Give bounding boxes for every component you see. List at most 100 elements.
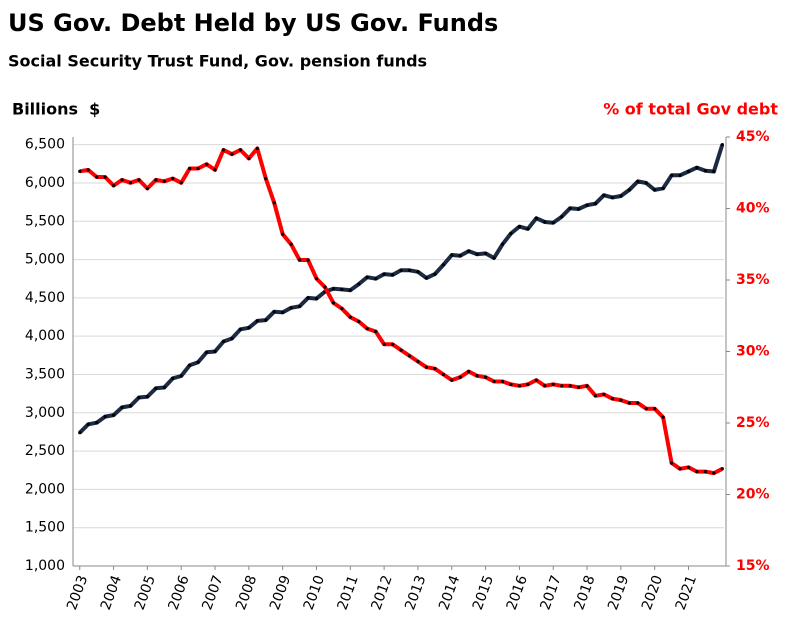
- x-tick-label: 2016: [504, 573, 531, 612]
- point: [120, 405, 124, 410]
- x-tick-label: 2003: [64, 573, 91, 612]
- point: [247, 156, 251, 161]
- point: [314, 297, 319, 301]
- point: [374, 329, 378, 334]
- y-tick-label: 2,500: [25, 443, 65, 459]
- point: [551, 221, 555, 225]
- point: [171, 376, 175, 380]
- point: [678, 467, 682, 471]
- point: [111, 184, 116, 188]
- y2-tick-label: 35%: [736, 272, 770, 288]
- point: [374, 277, 378, 281]
- point: [399, 348, 403, 352]
- point: [467, 369, 471, 374]
- point: [424, 365, 428, 369]
- y-tick-label: 6,500: [25, 137, 65, 153]
- point: [669, 461, 674, 465]
- y-tick-label: 4,500: [25, 290, 65, 306]
- y-tick-label: 1,000: [25, 558, 65, 574]
- x-tick-label: 2018: [571, 573, 598, 612]
- point: [416, 359, 420, 364]
- point: [365, 275, 369, 279]
- point: [297, 258, 302, 262]
- x-tick-label: 2005: [132, 573, 159, 612]
- y-tick-label: 3,500: [25, 366, 65, 382]
- x-tick-label: 2014: [436, 573, 463, 612]
- series-line: [79, 146, 724, 476]
- point: [703, 169, 708, 173]
- point: [695, 166, 699, 170]
- point: [306, 296, 310, 300]
- point: [289, 242, 293, 246]
- y-axis-label: Billions $: [12, 100, 100, 119]
- point: [483, 251, 488, 256]
- y-tick-label: 5,500: [25, 213, 65, 229]
- point: [390, 273, 395, 277]
- point: [593, 394, 598, 398]
- point: [627, 401, 631, 405]
- point: [390, 342, 395, 346]
- point: [627, 188, 631, 192]
- series-line: [78, 144, 725, 435]
- point: [602, 392, 606, 396]
- point: [458, 254, 462, 258]
- point: [610, 397, 615, 401]
- point: [619, 398, 623, 402]
- point: [560, 215, 564, 219]
- point: [560, 384, 564, 388]
- point: [441, 372, 445, 376]
- point: [407, 354, 412, 358]
- point: [289, 306, 293, 310]
- point: [204, 162, 209, 166]
- point: [348, 315, 352, 319]
- y-tick-label: 2,000: [25, 481, 65, 497]
- point: [585, 384, 589, 388]
- point: [272, 201, 276, 205]
- point: [103, 415, 107, 419]
- y2-tick-label: 30%: [736, 344, 770, 360]
- point: [196, 166, 200, 171]
- x-tick-label: 2008: [233, 573, 260, 612]
- point: [492, 256, 496, 260]
- x-tick-label: 2004: [98, 573, 125, 612]
- point: [196, 360, 200, 364]
- point: [441, 263, 445, 267]
- y2-tick-label: 20%: [736, 487, 770, 503]
- y2-tick-label: 45%: [736, 129, 770, 145]
- point: [467, 249, 471, 253]
- y-tick-label: 1,500: [25, 520, 65, 536]
- point: [340, 287, 344, 292]
- point: [281, 232, 285, 236]
- point: [593, 202, 598, 206]
- point: [213, 168, 217, 172]
- point: [669, 173, 674, 177]
- point: [526, 382, 530, 386]
- point: [137, 395, 141, 400]
- point: [230, 152, 234, 156]
- point: [188, 166, 192, 171]
- point: [720, 143, 724, 147]
- point: [221, 339, 226, 344]
- x-tick-label: 2007: [199, 573, 226, 612]
- point: [653, 407, 657, 411]
- point: [678, 173, 682, 177]
- y2-axis-label: % of total Gov debt: [603, 100, 778, 119]
- point: [568, 384, 572, 388]
- point: [543, 220, 547, 224]
- point: [78, 169, 82, 173]
- point: [475, 374, 479, 378]
- point: [230, 336, 234, 341]
- point: [534, 378, 538, 382]
- x-tick-label: 2020: [639, 573, 666, 612]
- point: [154, 178, 158, 182]
- y2-tick-label: 25%: [736, 415, 770, 431]
- point: [86, 168, 90, 172]
- point: [365, 327, 369, 331]
- point: [188, 363, 192, 367]
- point: [145, 395, 149, 399]
- y2-tick-label: 40%: [736, 201, 770, 217]
- point: [576, 385, 581, 389]
- point: [221, 148, 226, 152]
- x-tick-label: 2017: [538, 573, 565, 612]
